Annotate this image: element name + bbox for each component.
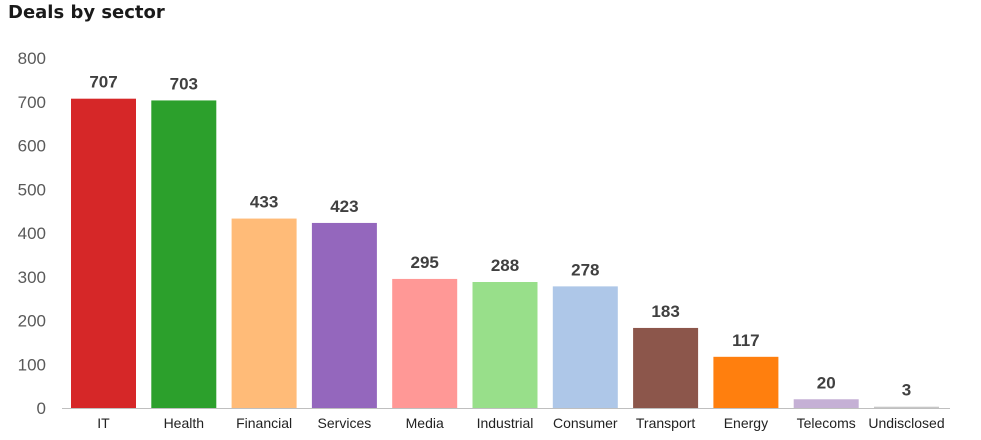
y-tick-label: 600 — [18, 137, 46, 156]
data-labels: 707 703 433 423 295 288 278 183 117 20 3 — [89, 73, 911, 400]
y-tick-label: 800 — [18, 49, 46, 68]
data-label: 288 — [491, 256, 519, 275]
bar-financial — [231, 218, 297, 408]
y-tick-label: 500 — [18, 180, 46, 199]
data-label: 423 — [330, 197, 358, 216]
bar-health — [151, 100, 217, 408]
y-tick-label: 400 — [18, 224, 46, 243]
bar-industrial — [472, 282, 538, 408]
data-label: 3 — [902, 381, 911, 400]
bar-services — [311, 222, 377, 408]
x-tick-label: Industrial — [477, 415, 534, 431]
x-tick-label: Health — [164, 415, 204, 431]
data-label: 295 — [411, 253, 439, 272]
x-tick-label: Transport — [636, 415, 696, 431]
data-label: 183 — [651, 302, 679, 321]
bar-media — [392, 278, 458, 408]
bar-consumer — [552, 286, 618, 408]
x-tick-label: Energy — [724, 415, 768, 431]
y-tick-label: 300 — [18, 268, 46, 287]
y-tick-label: 200 — [18, 312, 46, 331]
y-tick-label: 700 — [18, 93, 46, 112]
data-label: 20 — [817, 373, 836, 392]
y-tick-label: 0 — [37, 399, 46, 418]
chart-title: Deals by sector — [8, 2, 165, 23]
x-tick-label: Financial — [236, 415, 292, 431]
bars — [71, 98, 939, 408]
x-tick-label: Services — [318, 415, 372, 431]
data-label: 707 — [89, 73, 117, 92]
x-tick-label: Undisclosed — [868, 415, 944, 431]
y-tick-label: 100 — [18, 355, 46, 374]
bar-undisclosed — [874, 406, 939, 408]
data-label: 278 — [571, 260, 599, 279]
bar-transport — [633, 327, 699, 408]
data-label: 117 — [732, 331, 759, 350]
bar-energy — [713, 356, 779, 408]
x-axis: IT Health Financial Services Media Industrial… — [97, 415, 944, 431]
x-tick-label: Telecoms — [797, 415, 856, 431]
data-label: 433 — [250, 193, 278, 212]
x-tick-label: IT — [97, 415, 110, 431]
bar-telecoms — [793, 399, 859, 408]
bar-it — [71, 98, 136, 408]
x-tick-label: Consumer — [553, 415, 618, 431]
x-tick-label: Media — [406, 415, 444, 431]
data-label: 703 — [170, 74, 198, 93]
y-axis: 0 100 200 300 400 500 600 700 800 — [18, 49, 46, 418]
